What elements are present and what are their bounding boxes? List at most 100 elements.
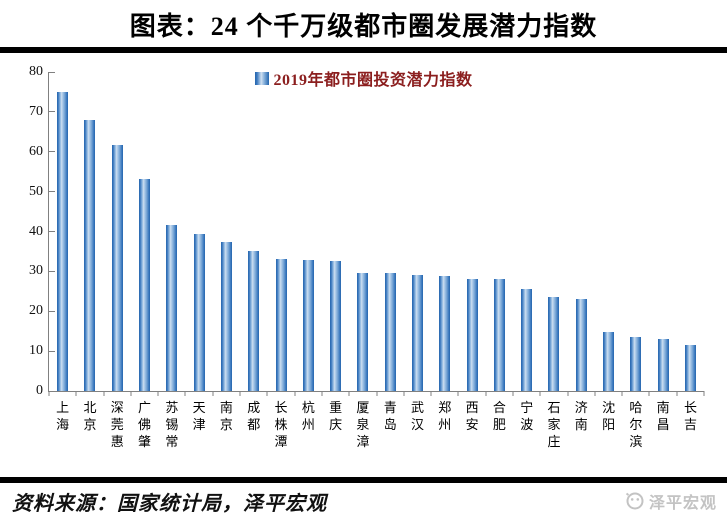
chart-title: 图表：24 个千万级都市圈发展潜力指数 xyxy=(129,12,598,41)
x-label-天津: 天津 xyxy=(192,400,206,432)
x-label-南京: 南京 xyxy=(219,400,233,432)
x-label-西安: 西安 xyxy=(465,400,479,432)
bar-slot xyxy=(349,72,376,391)
y-tick-label: 50 xyxy=(29,183,43,199)
bar-slot xyxy=(431,72,458,391)
x-tick xyxy=(75,391,77,396)
x-tick xyxy=(703,391,705,396)
y-tick-label: 20 xyxy=(29,303,43,319)
bar-沈阳 xyxy=(603,332,615,391)
source-note: 资料来源：国家统计局，泽平宏观 xyxy=(12,493,327,515)
y-tick xyxy=(49,71,55,73)
x-tick xyxy=(430,391,432,396)
bar-广佛肇 xyxy=(139,178,151,391)
bar-slot xyxy=(458,72,485,391)
x-label-南昌: 南昌 xyxy=(656,400,670,432)
y-tick xyxy=(49,270,55,272)
x-tick xyxy=(321,391,323,396)
y-tick-label: 80 xyxy=(29,64,43,79)
bar-slot xyxy=(295,72,322,391)
x-tick xyxy=(348,391,350,396)
chart-legend: 2019年都市圈投资潜力指数 xyxy=(254,66,472,90)
bar-郑州 xyxy=(439,276,451,391)
x-tick xyxy=(539,391,541,396)
watermark-label: 泽平宏观 xyxy=(648,495,717,512)
bar-slot xyxy=(404,72,431,391)
x-tick xyxy=(648,391,650,396)
bar-slot xyxy=(240,72,267,391)
bar-slot xyxy=(568,72,595,391)
x-tick xyxy=(457,391,459,396)
x-tick xyxy=(266,391,268,396)
x-label-杭州: 杭州 xyxy=(301,400,315,432)
x-tick xyxy=(485,391,487,396)
bar-slot xyxy=(650,72,677,391)
bar-slot xyxy=(377,72,404,391)
bar-哈尔滨 xyxy=(630,337,642,391)
bar-slot xyxy=(158,72,185,391)
x-label-郑州: 郑州 xyxy=(438,400,452,432)
bar-天津 xyxy=(193,233,205,391)
bar-深莞惠 xyxy=(111,144,123,391)
x-label-重庆: 重庆 xyxy=(329,400,343,432)
x-label-石家庄: 石家庄 xyxy=(547,400,561,449)
y-tick xyxy=(49,350,55,352)
bars-row xyxy=(49,72,704,391)
bar-slot xyxy=(267,72,294,391)
x-tick xyxy=(512,391,514,396)
bar-杭州 xyxy=(302,260,314,391)
bar-青岛 xyxy=(384,273,396,391)
y-tick xyxy=(49,151,55,153)
x-tick xyxy=(594,391,596,396)
x-tick xyxy=(376,391,377,396)
bar-武汉 xyxy=(412,274,423,391)
x-tick xyxy=(567,391,569,396)
x-tick xyxy=(403,391,405,396)
x-label-广佛肇: 广佛肇 xyxy=(138,400,152,449)
bar-长株潭 xyxy=(275,259,287,391)
bar-上海 xyxy=(57,91,69,391)
bar-slot xyxy=(486,72,513,391)
y-tick xyxy=(49,111,55,113)
bar-slot xyxy=(540,72,567,391)
bar-slot xyxy=(622,72,649,391)
title-divider xyxy=(0,47,727,53)
bar-成都 xyxy=(248,251,260,391)
legend-swatch-icon xyxy=(254,71,269,85)
x-label-苏锡常: 苏锡常 xyxy=(165,400,179,449)
bar-slot xyxy=(213,72,240,391)
y-tick xyxy=(49,310,55,312)
bar-北京 xyxy=(84,119,96,391)
bar-济南 xyxy=(575,298,587,391)
x-tick xyxy=(157,391,159,396)
legend-label: 2019年都市圈投资潜力指数 xyxy=(273,72,473,89)
y-tick-label: 70 xyxy=(29,103,43,119)
bar-slot xyxy=(595,72,622,391)
x-label-哈尔滨: 哈尔滨 xyxy=(629,400,643,449)
bar-厦泉漳 xyxy=(357,272,369,391)
x-label-上海: 上海 xyxy=(56,400,70,432)
bar-slot xyxy=(104,72,131,391)
y-tick-label: 0 xyxy=(36,383,43,398)
x-label-沈阳: 沈阳 xyxy=(602,400,616,432)
x-tick xyxy=(212,391,214,396)
bar-合肥 xyxy=(493,279,505,391)
x-tick xyxy=(48,391,50,396)
bar-南昌 xyxy=(657,339,669,391)
x-tick xyxy=(130,391,132,396)
x-tick xyxy=(184,391,186,396)
x-label-武汉: 武汉 xyxy=(411,400,425,432)
y-tick-label: 30 xyxy=(29,263,43,279)
y-tick xyxy=(49,191,55,193)
footer-divider xyxy=(0,477,727,483)
bar-slot xyxy=(322,72,349,391)
x-tick xyxy=(621,391,623,396)
bar-slot xyxy=(131,72,158,391)
y-tick-label: 10 xyxy=(29,343,43,359)
y-tick-label: 40 xyxy=(29,223,43,239)
x-tick xyxy=(676,391,678,396)
x-label-合肥: 合肥 xyxy=(492,400,506,432)
y-tick xyxy=(49,231,55,232)
bar-西安 xyxy=(466,278,478,391)
